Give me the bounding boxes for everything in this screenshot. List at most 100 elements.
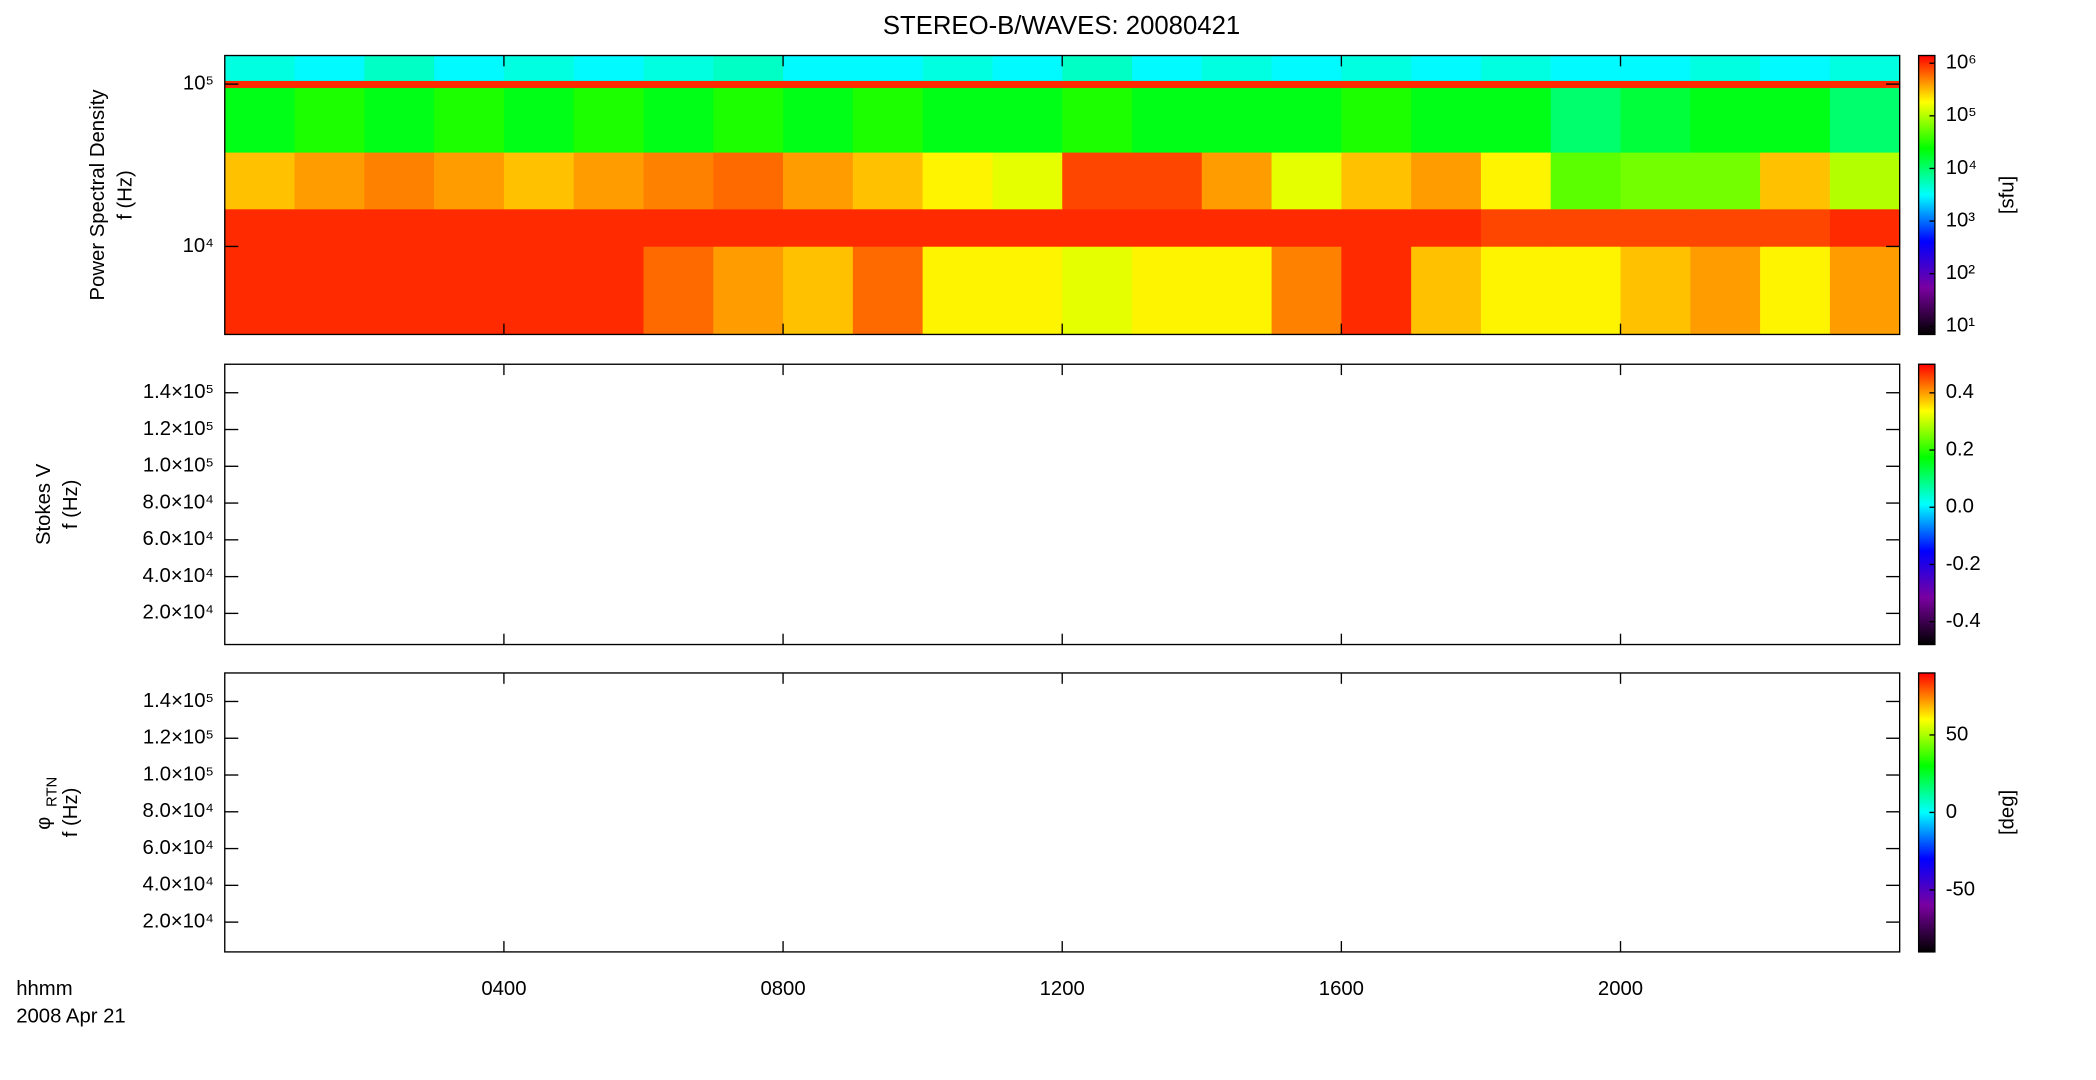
heatmap-cell — [224, 80, 296, 88]
heatmap-cell — [922, 209, 993, 247]
plot-frame — [224, 672, 1901, 953]
heatmap-cell — [922, 152, 993, 210]
heatmap-cell — [1480, 152, 1552, 210]
heatmap-cell — [1829, 209, 1901, 247]
heatmap-cell — [1201, 209, 1273, 247]
heatmap-cell — [713, 209, 784, 247]
heatmap-cell — [294, 55, 365, 81]
heatmap-cell — [852, 80, 924, 88]
heatmap-cell — [573, 246, 645, 335]
heatmap-cell — [503, 87, 575, 153]
heatmap-cell — [1480, 55, 1552, 81]
y-tick-label: 6.0×10⁴ — [143, 837, 214, 859]
heatmap-cell — [573, 55, 645, 81]
heatmap-cell — [1690, 152, 1761, 210]
heatmap-cell — [434, 87, 505, 153]
heatmap-cell — [852, 152, 924, 210]
heatmap-cell — [503, 55, 575, 81]
y-tick-label: 8.0×10⁴ — [143, 800, 214, 822]
y-tick-label: 10⁵ — [183, 72, 214, 94]
heatmap-cell — [852, 87, 924, 153]
y-tick-label: 6.0×10⁴ — [143, 528, 214, 550]
heatmap-cell — [1341, 55, 1412, 81]
y-axis-label-group: f (Hz) — [60, 788, 82, 838]
colorbar-tick-label: 10³ — [1946, 209, 1976, 231]
y-axis-label: Power Spectral Density — [87, 89, 109, 301]
heatmap-cell — [992, 246, 1063, 335]
y-axis-label-group: f (Hz) — [60, 480, 82, 530]
heatmap-cell — [1062, 80, 1133, 88]
heatmap-cell — [1271, 246, 1342, 335]
y-axis-label: Stokes V — [33, 463, 55, 545]
heatmap-cell — [573, 80, 645, 88]
heatmap-cell — [1062, 87, 1133, 153]
heatmap-cell — [713, 246, 784, 335]
x-tick-label: 0800 — [760, 978, 805, 1000]
colorbar-tick-label: 10⁶ — [1946, 52, 1977, 74]
heatmap-cell — [573, 87, 645, 153]
heatmap-cell — [1271, 80, 1342, 88]
heatmap-cell — [1690, 80, 1761, 88]
heatmap-cell — [1411, 87, 1482, 153]
heatmap-cell — [1829, 246, 1901, 335]
colorbar-tick-label: 50 — [1946, 723, 1969, 745]
heatmap-cell — [643, 209, 714, 247]
heatmap-cell — [922, 246, 993, 335]
x-tick-label: 1200 — [1040, 978, 1085, 1000]
heatmap-cell — [1271, 209, 1342, 247]
heatmap-cell — [852, 246, 924, 335]
heatmap-cell — [1550, 80, 1622, 88]
plot-frame — [224, 363, 1901, 646]
heatmap-cell — [503, 246, 575, 335]
heatmap-cell — [643, 55, 714, 81]
heatmap-cell — [643, 87, 714, 153]
y-axis-label-group: φ RTN — [33, 777, 61, 830]
heatmap-cell — [1062, 246, 1133, 335]
heatmap-cell — [224, 55, 296, 81]
heatmap-cell — [1201, 80, 1273, 88]
x-tick-label: 1600 — [1319, 978, 1364, 1000]
colorbar-tick-label: -0.4 — [1946, 610, 1981, 632]
heatmap-cell — [434, 209, 505, 247]
heatmap-cell — [1690, 246, 1761, 335]
heatmap-cell — [573, 152, 645, 210]
heatmap-cell — [992, 87, 1063, 153]
heatmap-cell — [922, 80, 993, 88]
heatmap-cell — [1760, 87, 1831, 153]
heatmap-cell — [713, 152, 784, 210]
heatmap-cell — [294, 209, 365, 247]
heatmap-cell — [713, 55, 784, 81]
colorbar-tick-label: 10² — [1946, 262, 1976, 284]
heatmap-cell — [992, 152, 1063, 210]
x-tick-label: 0400 — [481, 978, 526, 1000]
x-tick-label: 2000 — [1598, 978, 1643, 1000]
colorbar-tick-label: 10⁵ — [1946, 104, 1977, 126]
heatmap-cell — [713, 80, 784, 88]
heatmap-cell — [1620, 80, 1691, 88]
heatmap-cell — [1760, 55, 1831, 81]
heatmap-cell — [1201, 55, 1273, 81]
heatmap-cell — [1062, 152, 1133, 210]
colorbar — [1917, 54, 1936, 336]
heatmap-cell — [364, 87, 435, 153]
heatmap-cell — [364, 55, 435, 81]
y-axis-label-group: Power Spectral Density — [87, 89, 109, 301]
heatmap-cell — [224, 152, 296, 210]
heatmap-cell — [1760, 152, 1831, 210]
heatmap-cell — [783, 87, 854, 153]
y-tick-label: 8.0×10⁴ — [143, 491, 214, 513]
heatmap-cell — [434, 55, 505, 81]
heatmap-cell — [1829, 80, 1901, 88]
heatmap-cell — [1480, 80, 1552, 88]
y-tick-label: 4.0×10⁴ — [143, 565, 214, 587]
heatmap-cell — [1480, 87, 1552, 153]
heatmap-cell — [992, 55, 1063, 81]
colorbar-tick-label: 0.2 — [1946, 438, 1974, 460]
heatmap-cell — [1411, 55, 1482, 81]
heatmap-cell — [643, 246, 714, 335]
heatmap-cell — [783, 152, 854, 210]
x-axis-label: hhmm — [16, 978, 72, 1000]
heatmap-cell — [1341, 246, 1412, 335]
heatmap-cell — [294, 246, 365, 335]
